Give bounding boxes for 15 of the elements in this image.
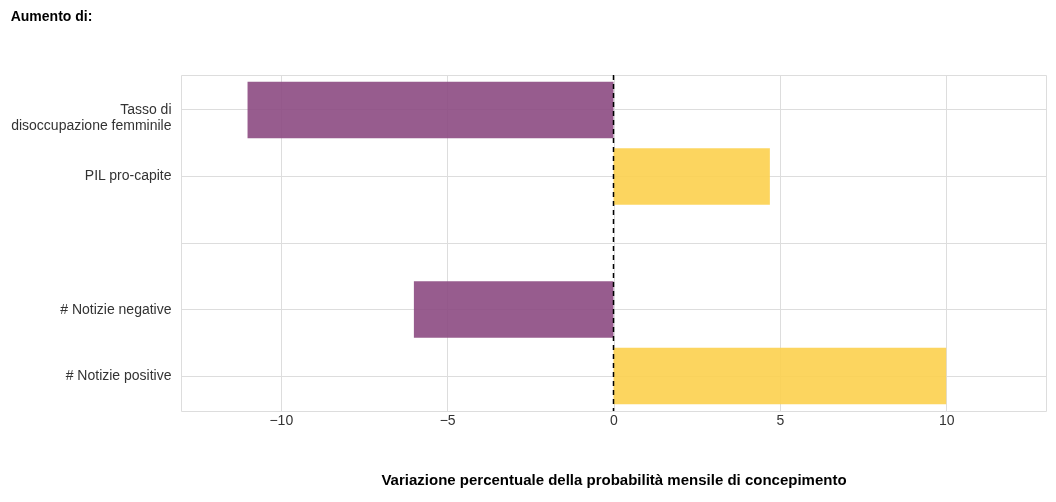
bar [613, 347, 947, 405]
text: Aumento di: [10, 8, 93, 25]
bar [613, 148, 770, 205]
x-tick-label: 5 [776, 411, 785, 428]
x-tick-label: 0 [610, 411, 619, 428]
x-tick-label: −5 [439, 411, 456, 428]
x-tick-label: 10 [938, 411, 955, 428]
y-tick-label: # Notizie positive [65, 367, 172, 384]
x-axis-title: Variazione percentuale della probabilità mensile di concepimento [381, 470, 847, 488]
y-tick-label: PIL pro-capite [84, 167, 172, 184]
y-tick-label: # Notizie negative [60, 300, 172, 317]
bar [413, 281, 614, 338]
y-tick-label: Tasso di disoccupazione femminile [11, 100, 172, 133]
bar [247, 81, 614, 139]
x-tick-label: −10 [269, 411, 294, 428]
